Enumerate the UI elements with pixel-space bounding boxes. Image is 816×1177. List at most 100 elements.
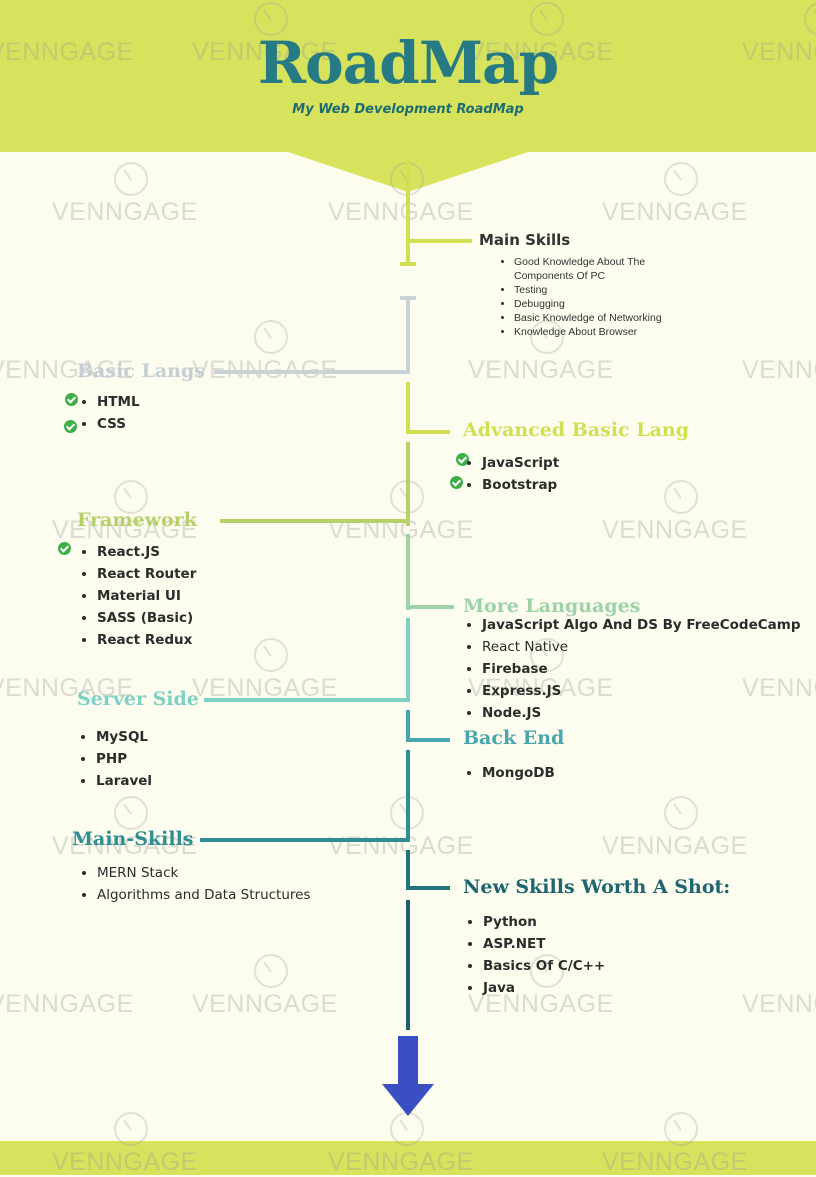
watermark-text: VENNGAGE [328, 1148, 474, 1176]
list-item: React Redux [97, 629, 196, 651]
connector-framework [220, 519, 410, 523]
watermark-text: VENNGAGE [0, 990, 134, 1018]
main-skills-list: Good Knowledge About The Components Of P… [498, 255, 694, 339]
check-icon [450, 476, 463, 489]
watermark-text: VENNGAGE [742, 38, 816, 66]
watermark-text: VENNGAGE [468, 990, 614, 1018]
list-item: Algorithms and Data Structures [97, 884, 311, 906]
watermark-logo-icon [664, 480, 698, 514]
connector-back-end [406, 738, 450, 742]
list-item: JavaScript [482, 452, 559, 474]
watermark-logo-icon [114, 162, 148, 196]
basic-langs-list: HTML CSS [79, 391, 140, 435]
connector-server-side [204, 698, 410, 702]
watermark-text: VENNGAGE [0, 38, 134, 66]
list-item: Material UI [97, 585, 196, 607]
watermark-logo-icon [254, 2, 288, 36]
list-item: Bootstrap [482, 474, 559, 496]
watermark-logo-icon [114, 480, 148, 514]
list-item: MongoDB [482, 762, 555, 784]
watermark-text: VENNGAGE [0, 674, 134, 702]
timeline-segment [406, 160, 410, 264]
list-item: SASS (Basic) [97, 607, 196, 629]
connector-new-skills [406, 886, 450, 890]
list-item: Knowledge About Browser [514, 325, 694, 339]
connector-main-skills-2 [200, 838, 410, 842]
new-skills-heading: New Skills Worth A Shot: [463, 876, 731, 898]
timeline-cap [400, 296, 416, 300]
check-icon [58, 542, 71, 555]
list-item: MySQL [96, 726, 152, 748]
watermark-text: VENNGAGE [52, 516, 198, 544]
watermark-text: VENNGAGE [468, 674, 614, 702]
list-item: CSS [97, 413, 140, 435]
watermark-logo-icon [114, 796, 148, 830]
list-item: Python [483, 911, 605, 933]
watermark-logo-icon [254, 954, 288, 988]
advanced-basic-lang-list: JavaScript Bootstrap [464, 452, 559, 496]
server-side-list: MySQL PHP Laravel [78, 726, 152, 792]
watermark-text: VENNGAGE [0, 356, 134, 384]
page-subtitle: My Web Development RoadMap [292, 102, 524, 117]
timeline-segment [406, 618, 410, 702]
list-item: JavaScript Algo And DS By FreeCodeCamp [482, 614, 801, 636]
watermark-text: VENNGAGE [192, 990, 338, 1018]
timeline-segment [406, 534, 410, 610]
watermark-text: VENNGAGE [468, 38, 614, 66]
framework-heading: Framework [77, 509, 197, 531]
list-item: ASP.NET [483, 933, 605, 955]
timeline-segment [406, 382, 410, 434]
check-icon [456, 453, 469, 466]
list-item: Basics Of C/C++ [483, 955, 605, 977]
connector-basic-langs [214, 370, 410, 374]
back-end-heading: Back End [463, 727, 565, 749]
list-item: Testing [514, 283, 694, 297]
watermark-text: VENNGAGE [602, 1148, 748, 1176]
connector-more-languages [406, 605, 454, 609]
watermark-logo-icon [530, 2, 564, 36]
framework-list: React.JS React Router Material UI SASS (… [79, 541, 196, 651]
watermark-logo-icon [530, 638, 564, 672]
timeline-segment [406, 442, 410, 526]
watermark-logo-icon [390, 1112, 424, 1146]
main-skills-heading: Main Skills [479, 231, 571, 249]
list-item: PHP [96, 748, 152, 770]
watermark-text: VENNGAGE [602, 198, 748, 226]
main-skills-2-list: MERN Stack Algorithms and Data Structure… [79, 862, 311, 906]
list-item: Basic Knowledge of Networking [514, 311, 694, 325]
list-item: React Native [482, 636, 801, 658]
watermark-logo-icon [664, 796, 698, 830]
watermark-logo-icon [114, 1112, 148, 1146]
connector-advanced-basic-lang [406, 430, 450, 434]
check-icon [65, 393, 78, 406]
header-band [0, 0, 816, 152]
watermark-text: VENNGAGE [192, 674, 338, 702]
list-item: Java [483, 977, 605, 999]
watermark-text: VENNGAGE [742, 356, 816, 384]
watermark-logo-icon [530, 320, 564, 354]
basic-langs-heading: Basic Langs [77, 360, 205, 382]
check-icon [64, 420, 77, 433]
timeline-segment [406, 710, 410, 742]
watermark-logo-icon [254, 320, 288, 354]
down-arrow-icon [382, 1036, 434, 1116]
main-skills-2-heading: Main-Skills [72, 828, 194, 850]
more-languages-heading: More Languages [463, 595, 641, 617]
watermark-text: VENNGAGE [742, 990, 816, 1018]
server-side-heading: Server Side [77, 688, 199, 710]
back-end-list: MongoDB [464, 762, 555, 784]
watermark-text: VENNGAGE [742, 674, 816, 702]
timeline-segment [406, 750, 410, 842]
timeline-cap [400, 262, 416, 266]
list-item: Firebase [482, 658, 801, 680]
watermark-logo-icon [664, 162, 698, 196]
list-item: Laravel [96, 770, 152, 792]
list-item: Node.JS [482, 702, 801, 724]
watermark-text: VENNGAGE [602, 516, 748, 544]
list-item: HTML [97, 391, 140, 413]
timeline-segment [406, 298, 410, 374]
connector-main-skills [410, 239, 472, 243]
timeline-segment [406, 850, 410, 890]
list-item: Express.JS [482, 680, 801, 702]
watermark-text: VENNGAGE [468, 356, 614, 384]
